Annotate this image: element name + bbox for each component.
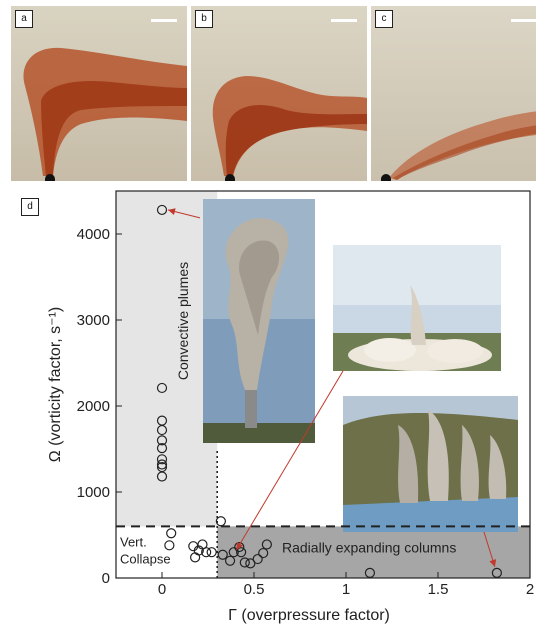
nozzle-icon <box>381 174 391 181</box>
photo-panel-c: c <box>371 6 536 181</box>
x-axis-label: Γ (overpressure factor) <box>228 607 390 624</box>
data-point <box>252 553 263 565</box>
data-point <box>156 443 168 454</box>
data-point <box>215 516 226 527</box>
data-point <box>156 204 168 216</box>
data-point <box>258 547 269 559</box>
photo-panel-b: b <box>191 6 367 181</box>
arrow-head <box>489 559 497 567</box>
data-point <box>245 558 256 569</box>
data-point <box>206 547 217 558</box>
chart-labels: Γ (overpressure factor) Ω (vorticity fact… <box>47 262 456 624</box>
x-tick-label: 0 <box>158 581 166 598</box>
data-point <box>156 424 168 436</box>
chart-axes: 0 0.5 1 1.5 2 0 1000 2000 3000 4000 <box>77 190 534 598</box>
x-tick-label: 1 <box>342 581 350 598</box>
y-tick-label: 3000 <box>77 312 110 329</box>
photo-collapsing-column <box>333 245 501 371</box>
panel-label: b <box>195 10 213 28</box>
photo-convective-plume <box>203 199 315 443</box>
data-point <box>156 435 168 446</box>
data-point <box>156 454 168 465</box>
y-tick-label: 2000 <box>77 398 110 415</box>
data-point <box>261 539 272 550</box>
y-tick-label: 1000 <box>77 484 110 501</box>
region-label-convective: Convective plumes <box>175 262 191 380</box>
nozzle-icon <box>225 174 235 181</box>
data-point <box>156 459 168 470</box>
annotation-arrows <box>167 208 497 567</box>
annotation-arrow <box>235 370 344 551</box>
convective-region <box>116 191 218 578</box>
x-tick-label: 1.5 <box>428 581 449 598</box>
arrow-head <box>168 208 176 216</box>
data-point <box>217 549 228 560</box>
data-point <box>201 547 212 558</box>
data-point <box>156 382 168 394</box>
data-markers <box>156 204 502 578</box>
data-point <box>236 547 247 558</box>
scale-bar <box>511 19 536 22</box>
panel-label: a <box>15 10 33 28</box>
data-point <box>164 540 175 551</box>
scale-bar <box>151 19 177 22</box>
x-tick-label: 2 <box>526 581 534 598</box>
inset-photos <box>203 199 518 532</box>
panel-label: c <box>375 10 393 28</box>
data-point <box>364 567 376 578</box>
threshold-lines <box>116 451 530 578</box>
data-point <box>224 555 236 566</box>
photo-panel-a: a <box>11 6 187 181</box>
data-point <box>234 541 245 553</box>
regime-chart: 0 0.5 1 1.5 2 0 1000 2000 3000 4000 Γ (overpressu… <box>47 190 534 624</box>
scale-bar <box>331 19 357 22</box>
y-tick-label: 0 <box>102 570 110 587</box>
plume-image-c <box>371 6 536 181</box>
x-tick-label: 0.5 <box>244 581 265 598</box>
nozzle-icon <box>45 174 55 181</box>
data-point <box>228 547 239 558</box>
data-point <box>156 471 168 482</box>
plume-image-a <box>11 6 187 181</box>
region-label-collapse: Collapse <box>120 551 171 566</box>
y-axis-label: Ω (vorticity factor, s⁻¹) <box>47 307 64 463</box>
data-point <box>190 552 201 563</box>
arrow-head <box>236 542 243 550</box>
photo-radial-columns <box>343 396 518 532</box>
data-point <box>239 557 250 568</box>
panel-label: d <box>21 198 39 216</box>
plot-frame <box>115 190 531 579</box>
y-tick-label: 4000 <box>77 226 110 243</box>
plume-image-b <box>191 6 367 181</box>
data-point <box>166 528 177 539</box>
region-label-radial: Radially expanding columns <box>282 539 456 555</box>
data-point <box>491 567 502 578</box>
region-label-collapse: Vert. <box>120 534 147 549</box>
